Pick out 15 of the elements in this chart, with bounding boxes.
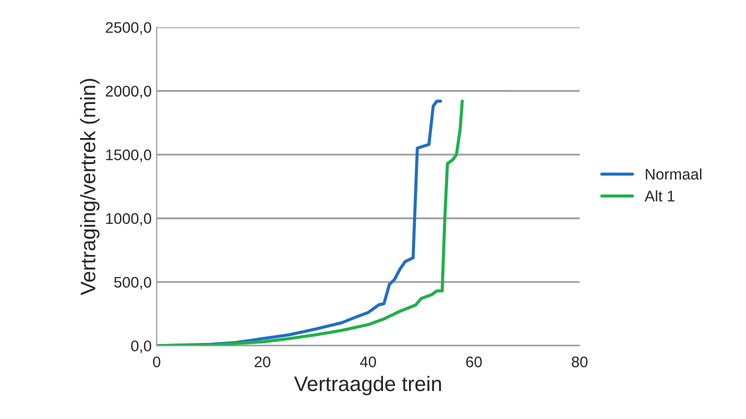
y-tick-label: 1000,0 [106,213,152,226]
y-tick-label: 2000,0 [106,86,152,98]
x-axis-title: Vertraagde trein [294,376,441,396]
y-tick-label: 0,0 [131,340,152,354]
y-tick-label: 2500,0 [106,22,152,35]
legend-label: Normaal [646,168,702,180]
x-tick-label: 0 [153,356,160,368]
x-tick-label: 60 [466,356,482,368]
x-tick-label: 80 [572,356,588,368]
x-tick-label: 40 [360,356,376,368]
y-tick-label: 1500,0 [106,149,152,162]
legend-label: Alt 1 [644,190,674,202]
y-tick-label: 500,0 [114,276,152,290]
y-axis-title: Vertraging/vertrek (min) [80,78,100,296]
x-tick-label: 20 [254,356,270,368]
